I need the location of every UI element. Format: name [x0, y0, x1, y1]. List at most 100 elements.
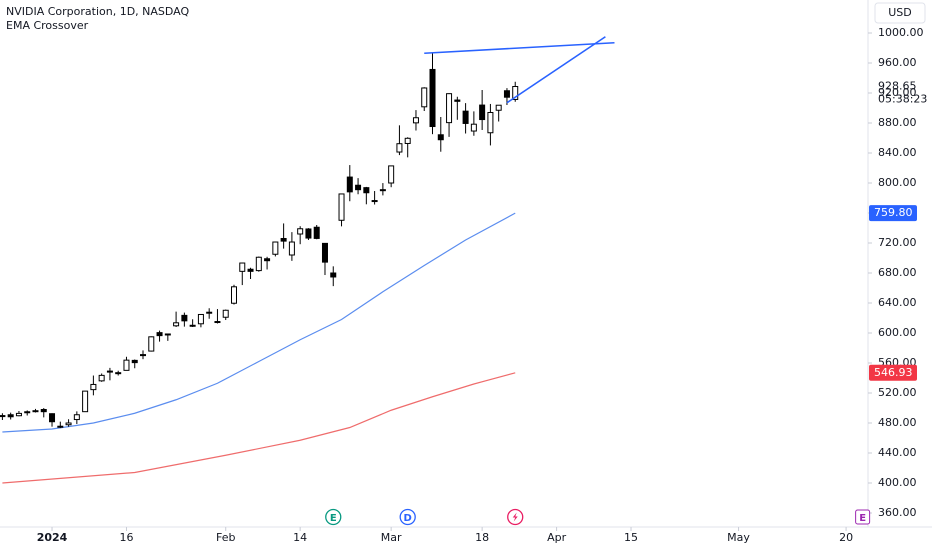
event-label: E: [859, 513, 866, 524]
candle-body: [446, 93, 453, 124]
y-tick-label: 440.00: [878, 446, 917, 459]
x-tick-label: 14: [293, 531, 307, 544]
x-tick-label: 2024: [37, 531, 68, 544]
candle-body: [462, 110, 469, 124]
y-tick-label: 520.00: [878, 386, 917, 399]
candle-body: [503, 90, 510, 98]
candle-body: [437, 134, 444, 141]
event-marker: [325, 508, 342, 526]
ema-line: [2, 372, 516, 484]
candle-body: [297, 228, 304, 235]
candle-body: [222, 309, 229, 318]
candle-body: [140, 354, 147, 357]
candle-body: [388, 165, 395, 184]
candle-body: [164, 333, 171, 336]
indicator-name: EMA Crossover: [6, 19, 89, 32]
x-tick-label: 15: [624, 531, 638, 544]
y-tick-label: 480.00: [878, 416, 917, 429]
event-label: E: [330, 513, 337, 524]
candle-body: [396, 143, 403, 153]
y-tick-label: 600.00: [878, 326, 917, 339]
candle-body: [421, 87, 428, 108]
candle-body: [363, 187, 370, 194]
candle-body: [512, 86, 519, 100]
candle-body: [15, 412, 22, 417]
x-tick-label: 18: [475, 531, 489, 544]
candle-body: [181, 314, 188, 322]
candle-body: [346, 176, 353, 193]
candle-body: [470, 123, 477, 132]
candle-body: [197, 313, 204, 325]
candle-body: [49, 413, 56, 423]
event-marker: [855, 509, 871, 525]
candle-body: [106, 370, 113, 373]
x-tick-label: 16: [119, 531, 133, 544]
candle-body: [148, 336, 155, 352]
candle-body: [90, 383, 97, 391]
candle-body: [189, 324, 196, 327]
candle-body: [454, 99, 461, 102]
candle-body: [247, 268, 254, 272]
candle-body: [404, 137, 411, 144]
event-icon: [512, 512, 518, 522]
ema-line: [2, 212, 516, 433]
y-tick-label: 640.00: [878, 296, 917, 309]
candle-body: [98, 374, 105, 382]
price-tag: [869, 205, 917, 222]
event-marker: [399, 508, 416, 526]
candle-body: [264, 258, 271, 262]
price-tag-label: 759.80: [874, 206, 913, 219]
candle-body: [206, 311, 213, 314]
y-tick-label: 720.00: [878, 236, 917, 249]
candle-body: [173, 322, 180, 327]
candle-body: [338, 193, 345, 221]
candle-body: [24, 411, 31, 414]
candle-body: [82, 390, 89, 413]
currency-label: USD: [888, 6, 912, 19]
candle-body: [429, 68, 436, 128]
y-tick-label: 680.00: [878, 266, 917, 279]
candle-body: [7, 414, 14, 418]
candle-body: [355, 184, 362, 191]
x-tick-label: Mar: [381, 531, 402, 544]
candle-body: [371, 200, 378, 203]
countdown-label: 05:38:23: [878, 93, 927, 106]
candle-body: [131, 359, 138, 364]
y-tick-label: 1000.00: [878, 26, 924, 39]
y-tick-label: 400.00: [878, 476, 917, 489]
candle-body: [32, 410, 39, 413]
candle-body: [73, 414, 80, 421]
trendline: [424, 41, 615, 55]
price-tag: [869, 364, 917, 381]
candle-body: [305, 228, 312, 239]
currency-button[interactable]: [874, 2, 926, 24]
last-price-label: 928.65: [878, 80, 917, 93]
candle-body: [479, 104, 486, 121]
candle-body: [123, 359, 130, 371]
y-tick-label: 920.00: [878, 86, 917, 99]
trendline: [506, 36, 606, 104]
event-label: D: [404, 513, 412, 524]
candle-body: [280, 237, 287, 242]
candle-body: [330, 272, 337, 278]
candle-body: [495, 104, 502, 111]
candle-body: [412, 117, 419, 124]
y-tick-label: 360.00: [878, 506, 917, 519]
candle-body: [321, 242, 328, 263]
chart-title: NVIDIA Corporation, 1D, NASDAQ: [6, 5, 190, 18]
candle-body: [214, 321, 221, 324]
candle-body: [313, 226, 320, 239]
candle-body: [379, 189, 386, 192]
candle-body: [272, 241, 279, 255]
candle-body: [239, 262, 246, 272]
x-tick-label: Apr: [547, 531, 567, 544]
y-tick-label: 960.00: [878, 56, 917, 69]
y-tick-label: 800.00: [878, 176, 917, 189]
y-tick-label: 840.00: [878, 146, 917, 159]
price-tag-label: 546.93: [874, 366, 913, 379]
candle-body: [156, 332, 163, 337]
candle-body: [57, 425, 64, 428]
candle-body: [0, 415, 6, 418]
